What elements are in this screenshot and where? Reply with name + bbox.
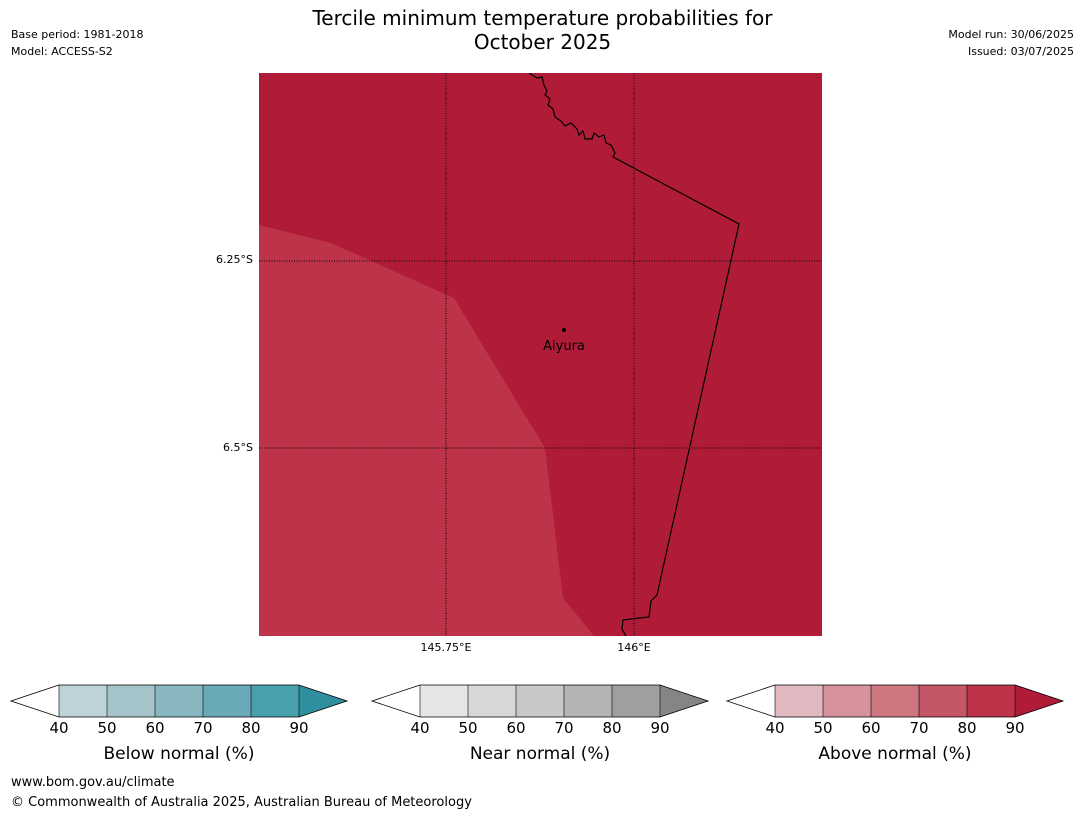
- colorbar-below-normal: [9, 684, 349, 718]
- above-normal-80-90-region: [259, 225, 594, 636]
- legend-below-swatch-3: [155, 685, 203, 717]
- legend-above-swatch-2: [823, 685, 871, 717]
- legend-below-tick: 60: [145, 719, 165, 737]
- legend-below-swatch-5: [251, 685, 299, 717]
- metadata-right: Model run: 30/06/2025 Issued: 03/07/2025: [948, 26, 1074, 60]
- legend-below-swatch-6: [299, 685, 347, 717]
- legend-near-swatch-0: [372, 685, 420, 717]
- map-title: Tercile minimum temperature probabilitie…: [0, 6, 1085, 54]
- title-line-2: October 2025: [473, 30, 612, 54]
- legend-above-tick: 90: [1005, 719, 1025, 737]
- issued-text: Issued: 03/07/2025: [967, 45, 1074, 58]
- legend-near-swatch-1: [420, 685, 468, 717]
- model-run-text: Model run: 30/06/2025: [948, 28, 1074, 41]
- lat-label-6-25: 6.25°S: [216, 253, 253, 266]
- legend-near-tick: 70: [554, 719, 574, 737]
- legend-above-tick: 60: [861, 719, 881, 737]
- legend-near-tick: 40: [410, 719, 430, 737]
- legend-below-swatch-1: [59, 685, 107, 717]
- legend-near-swatch-3: [516, 685, 564, 717]
- title-line-1: Tercile minimum temperature probabilitie…: [312, 6, 773, 30]
- legend-below-normal: [9, 684, 349, 718]
- legend-below-tick: 90: [289, 719, 309, 737]
- colorbar-near-normal: [370, 684, 710, 718]
- legend-above-swatch-1: [775, 685, 823, 717]
- footer-copyright: © Commonwealth of Australia 2025, Austra…: [11, 795, 472, 810]
- legend-above-tick: 50: [813, 719, 833, 737]
- aiyura-marker-icon: [562, 328, 566, 332]
- legend-near-tick: 60: [506, 719, 526, 737]
- legend-near-swatch-5: [612, 685, 660, 717]
- legend-near-swatch-2: [468, 685, 516, 717]
- lon-label-146: 146°E: [617, 641, 651, 654]
- legend-below-tick: 70: [193, 719, 213, 737]
- legend-below-swatch-0: [11, 685, 59, 717]
- legend-below-swatch-2: [107, 685, 155, 717]
- map-canvas: Aiyura: [259, 72, 822, 637]
- legend-below-tick: 80: [241, 719, 261, 737]
- legend-below-tick: 40: [49, 719, 69, 737]
- legend-near-swatch-6: [660, 685, 708, 717]
- border-line: [528, 72, 740, 637]
- legend-below-swatch-4: [203, 685, 251, 717]
- place-label: Aiyura: [543, 339, 585, 354]
- legend-above-tick: 80: [957, 719, 977, 737]
- legend-near-tick: 50: [458, 719, 478, 737]
- legend-near-tick: 80: [602, 719, 622, 737]
- legend-near-tick: 90: [650, 719, 670, 737]
- footer-url: www.bom.gov.au/climate: [11, 775, 175, 790]
- legend-near-swatch-4: [564, 685, 612, 717]
- legend-above-swatch-4: [919, 685, 967, 717]
- legend-near-normal: [370, 684, 710, 718]
- legend-above-swatch-6: [1015, 685, 1063, 717]
- colorbar-above-normal: [725, 684, 1065, 718]
- legend-below-tick: 50: [97, 719, 117, 737]
- legend-near-title: Near normal (%): [469, 744, 611, 764]
- legend-above-swatch-0: [727, 685, 775, 717]
- legend-above-swatch-5: [967, 685, 1015, 717]
- probability-map: Aiyura: [259, 72, 822, 637]
- legend-above-tick: 40: [765, 719, 785, 737]
- metadata-left: Base period: 1981-2018 Model: ACCESS-S2: [11, 26, 143, 60]
- lat-label-6-5: 6.5°S: [223, 441, 253, 454]
- lon-label-145-75: 145.75°E: [420, 641, 472, 654]
- model-text: Model: ACCESS-S2: [11, 45, 113, 58]
- legend-above-title: Above normal (%): [818, 744, 972, 764]
- base-period-text: Base period: 1981-2018: [11, 28, 144, 41]
- legend-above-normal: [725, 684, 1065, 718]
- legend-below-title: Below normal (%): [103, 744, 255, 764]
- legend-above-tick: 70: [909, 719, 929, 737]
- legend-above-swatch-3: [871, 685, 919, 717]
